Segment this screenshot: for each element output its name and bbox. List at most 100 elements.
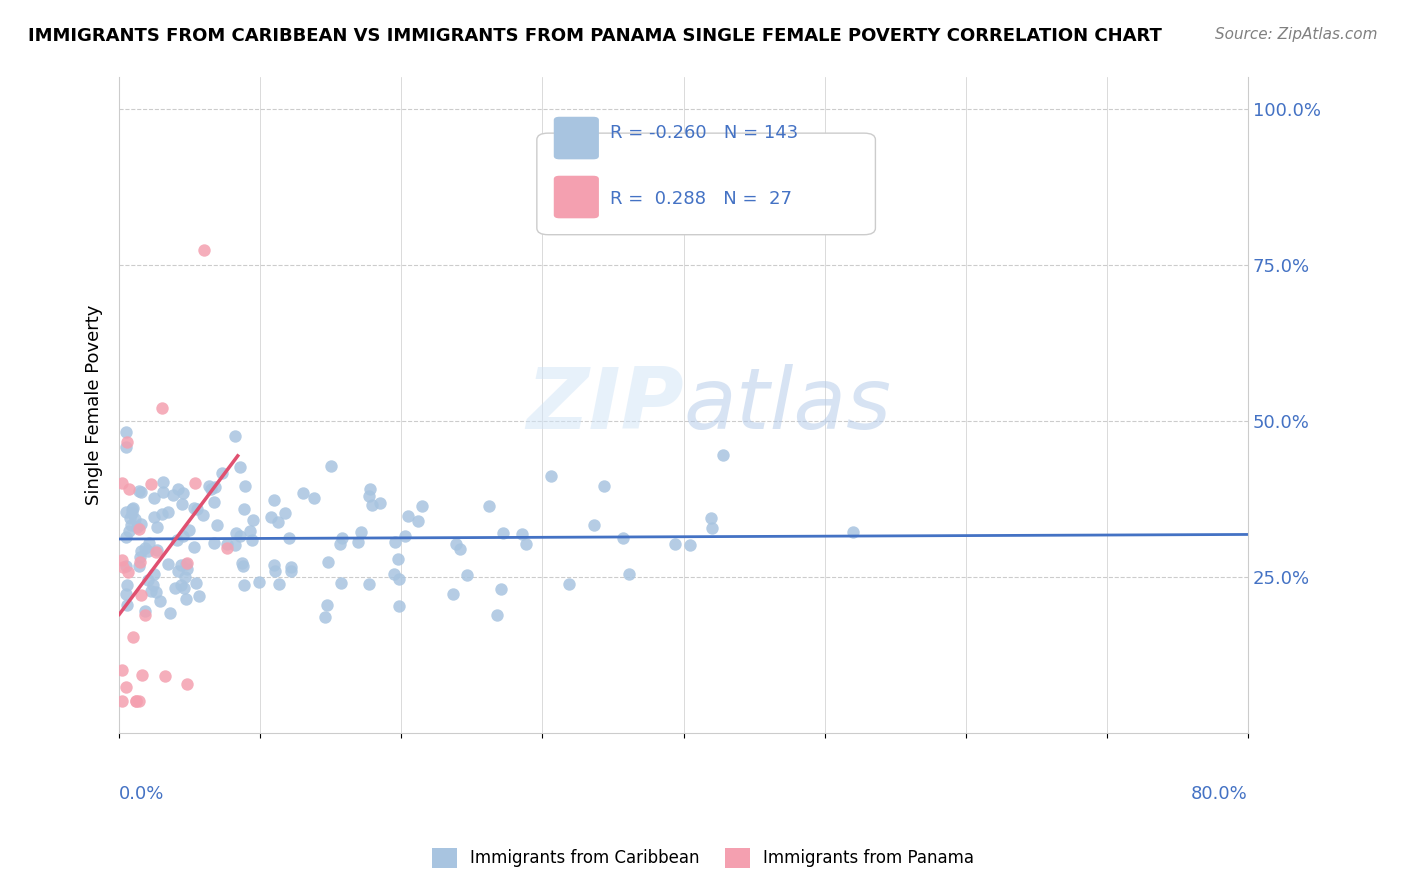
Point [115,425,138,440]
Point [166,564,188,578]
Point [388,599,411,614]
Point [444,536,467,550]
Point [112,559,135,574]
Point [150,507,173,521]
Point [115,505,138,519]
Point [124,694,146,708]
Text: atlas: atlas [683,364,891,447]
Point [263,564,285,578]
Point [489,582,512,597]
Point [406,514,429,528]
Point [233,501,256,516]
Point [172,485,194,500]
Point [174,558,197,572]
Point [387,551,409,566]
Point [176,556,198,570]
Point [242,513,264,527]
Point [228,529,250,543]
Point [134,541,156,555]
FancyBboxPatch shape [537,133,876,235]
Point [145,545,167,559]
Point [357,577,380,591]
Point [314,609,336,624]
Text: Source: ZipAtlas.com: Source: ZipAtlas.com [1215,27,1378,42]
Point [441,587,464,601]
Point [176,562,198,576]
Point [134,607,156,622]
Legend: Immigrants from Caribbean, Immigrants from Panama: Immigrants from Caribbean, Immigrants fr… [425,841,981,875]
Point [217,536,239,550]
Point [702,521,724,535]
Point [146,520,169,534]
Point [129,543,152,558]
Point [184,476,207,491]
FancyBboxPatch shape [554,117,599,160]
Point [368,496,391,510]
Point [115,559,138,574]
Point [136,543,159,558]
Point [316,598,339,612]
Point [128,558,150,573]
Text: 0.0%: 0.0% [120,785,165,803]
Point [679,539,702,553]
Text: IMMIGRANTS FROM CARIBBEAN VS IMMIGRANTS FROM PANAMA SINGLE FEMALE POVERTY CORREL: IMMIGRANTS FROM CARIBBEAN VS IMMIGRANTS … [28,27,1161,45]
Point [125,694,148,708]
Point [111,694,134,708]
Point [183,500,205,515]
Point [142,577,165,591]
Point [138,536,160,550]
Point [540,469,562,483]
Point [225,526,247,541]
Point [292,485,315,500]
Point [121,502,143,516]
Point [162,487,184,501]
Point [449,542,471,557]
Point [128,523,150,537]
Point [583,517,606,532]
Point [359,482,381,496]
Point [117,565,139,579]
Point [229,459,252,474]
Point [159,606,181,620]
Point [121,630,143,644]
Point [200,482,222,496]
Point [319,459,342,474]
Point [224,538,246,552]
FancyBboxPatch shape [554,176,599,219]
Point [224,429,246,443]
Point [186,501,208,516]
Point [396,509,419,524]
Point [388,572,411,586]
Point [184,575,207,590]
Point [485,607,508,622]
Point [193,243,215,257]
Point [131,484,153,499]
Point [269,577,291,591]
Y-axis label: Single Female Poverty: Single Female Poverty [86,305,103,505]
Point [143,567,166,582]
Point [170,577,193,591]
Point [111,553,134,567]
Point [129,555,152,569]
Point [115,435,138,450]
Point [280,565,302,579]
Point [149,593,172,607]
Point [117,599,139,613]
Point [346,535,368,549]
Point [211,467,233,481]
Point [187,589,209,603]
Point [172,529,194,543]
Point [247,574,270,589]
Point [316,555,339,569]
Point [842,525,865,540]
Point [174,570,197,584]
Point [617,567,640,582]
Point [141,477,163,491]
Point [278,531,301,545]
Point [329,537,352,551]
Point [191,508,214,522]
Point [121,506,143,520]
Point [382,567,405,582]
Point [664,537,686,551]
Point [177,523,200,537]
